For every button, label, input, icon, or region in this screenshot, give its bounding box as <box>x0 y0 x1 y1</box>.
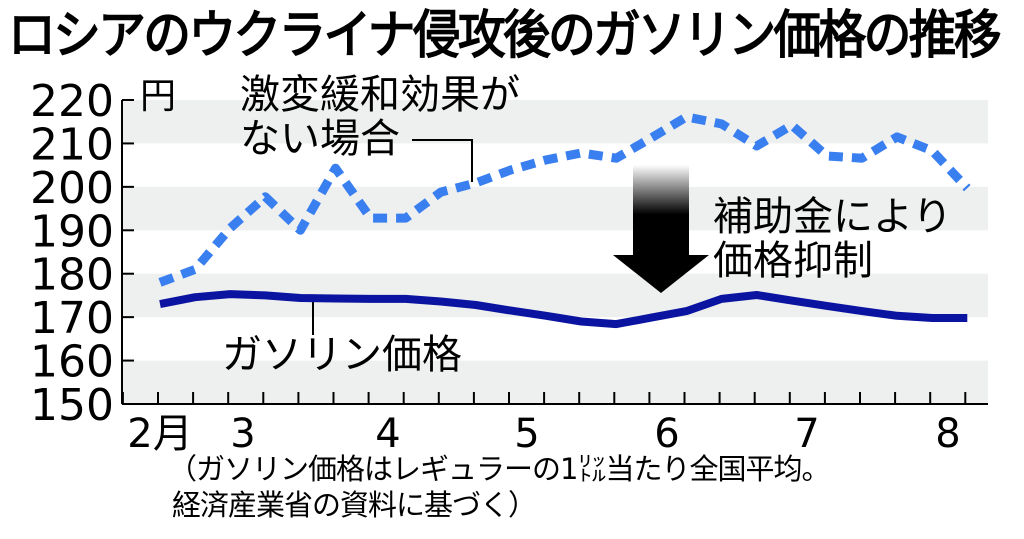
y-tick-label: 150 <box>30 380 114 431</box>
x-tick-label: 2月 <box>127 411 192 457</box>
y-tick-label: 180 <box>30 250 114 301</box>
x-tick-label: 7 <box>794 411 819 457</box>
x-tick-label: 4 <box>375 411 400 457</box>
series-gasoline-price-line <box>159 290 968 329</box>
chart-title: ロシアのウクライナ侵攻後のガソリン価格の推移 <box>8 6 1002 66</box>
leader-lines <box>312 139 473 335</box>
series-no-subsidy-line <box>158 112 971 287</box>
grid-bands <box>122 100 988 404</box>
grid-band <box>122 360 988 404</box>
x-tick-label: 5 <box>514 411 539 457</box>
annotation-no-subsidy-2: ない場合 <box>240 116 400 162</box>
x-tick-label: 6 <box>654 411 679 457</box>
x-tick-label: 3 <box>230 411 255 457</box>
annotation-no-subsidy-1: 激変緩和効果が <box>240 72 520 118</box>
y-tick-label: 170 <box>30 293 114 344</box>
series-lines <box>158 112 971 329</box>
y-tick-label: 160 <box>30 337 114 388</box>
annotation-gasoline-price: ガソリン価格 <box>222 332 462 378</box>
annotation-subsidy-1: 補助金により <box>713 194 952 240</box>
y-tick-label: 210 <box>30 119 114 170</box>
footnote-line-1: （ガソリン価格はレギュラーの1㍑当たり全国平均。 <box>168 452 830 486</box>
x-tick-label: 8 <box>935 411 960 457</box>
x-axis: 2月 3 4 5 6 7 8 <box>121 392 988 457</box>
down-arrow-icon <box>613 165 709 293</box>
footnote-line-2: 経済産業省の資料に基づく） <box>172 488 537 522</box>
unit-label: 円 <box>140 76 176 117</box>
grid-band <box>122 100 988 144</box>
y-tick-label: 200 <box>30 163 114 214</box>
y-tick-label: 220 <box>30 76 114 127</box>
y-tick-label: 190 <box>30 206 114 257</box>
annotation-subsidy-2: 価格抑制 <box>713 238 873 284</box>
